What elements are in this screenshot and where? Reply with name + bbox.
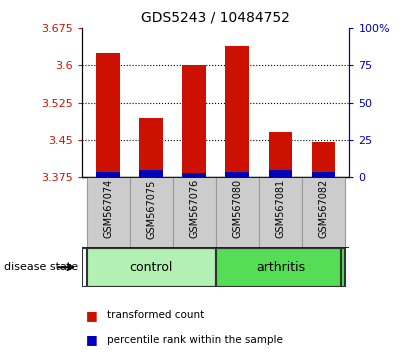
Bar bbox=[268, 170, 292, 177]
Bar bbox=[216, 248, 345, 287]
Bar bbox=[139, 170, 163, 177]
Bar bbox=[259, 177, 302, 248]
Bar bbox=[312, 142, 335, 177]
Text: GSM567082: GSM567082 bbox=[319, 179, 328, 239]
Text: arthritis: arthritis bbox=[256, 261, 305, 274]
Text: GSM567081: GSM567081 bbox=[275, 179, 285, 239]
Bar bbox=[312, 172, 335, 177]
Text: GSM567080: GSM567080 bbox=[232, 179, 242, 239]
Text: percentile rank within the sample: percentile rank within the sample bbox=[107, 335, 283, 345]
Bar bbox=[226, 46, 249, 177]
Bar bbox=[226, 172, 249, 177]
Bar bbox=[96, 53, 120, 177]
Text: ■: ■ bbox=[86, 309, 98, 321]
Bar bbox=[129, 177, 173, 248]
Text: disease state: disease state bbox=[4, 262, 78, 272]
Text: control: control bbox=[129, 261, 173, 274]
Text: transformed count: transformed count bbox=[107, 310, 204, 320]
Bar bbox=[86, 248, 216, 287]
Bar bbox=[86, 177, 129, 248]
Text: GSM567076: GSM567076 bbox=[189, 179, 199, 239]
Bar bbox=[173, 177, 216, 248]
Text: GSM567074: GSM567074 bbox=[103, 179, 113, 239]
Bar bbox=[182, 172, 206, 177]
Bar bbox=[182, 65, 206, 177]
Text: GSM567075: GSM567075 bbox=[146, 179, 156, 239]
Bar bbox=[139, 118, 163, 177]
Bar bbox=[302, 177, 345, 248]
Title: GDS5243 / 10484752: GDS5243 / 10484752 bbox=[141, 10, 290, 24]
Bar bbox=[216, 177, 259, 248]
Bar bbox=[268, 132, 292, 177]
Text: ■: ■ bbox=[86, 333, 98, 346]
Bar bbox=[96, 172, 120, 177]
